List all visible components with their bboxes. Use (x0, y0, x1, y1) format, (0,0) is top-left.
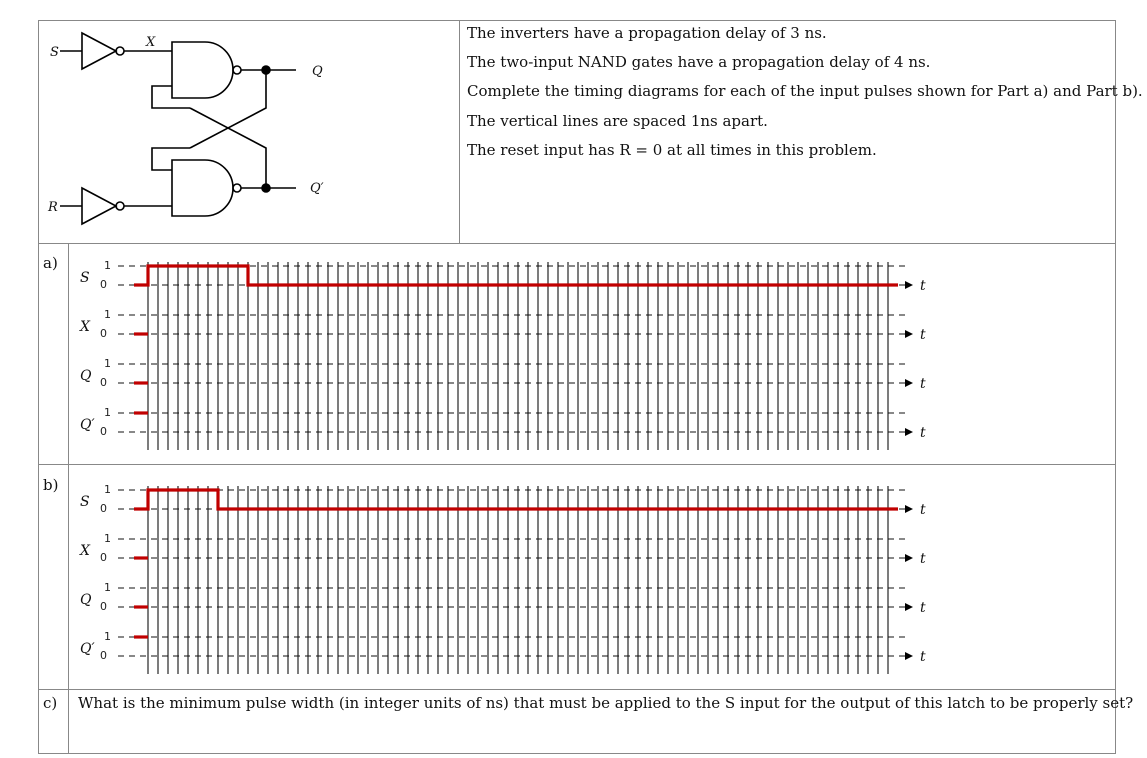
time-arrow-icon (905, 554, 913, 562)
sr-latch-circuit (60, 31, 296, 226)
time-axis-label: t (920, 600, 926, 616)
time-arrow-icon (905, 330, 913, 338)
statement-reset: The reset input has R = 0 at all times i… (467, 141, 877, 159)
signal-name: Q′ (80, 641, 95, 657)
time-arrow-icon (905, 379, 913, 387)
level-0-label: 0 (100, 376, 107, 389)
statement-nand-delay: The two-input NAND gates have a propagat… (467, 53, 930, 71)
signal-row: Q1 0 t (80, 581, 926, 616)
s-pulse-waveform (134, 488, 898, 511)
level-0-label: 0 (100, 551, 107, 564)
signal-name: Q (80, 592, 92, 608)
level-0-label: 0 (100, 600, 107, 613)
table-borders (38, 20, 1116, 754)
time-axis-label: t (920, 425, 926, 441)
statement-inverter-delay: The inverters have a propagation delay o… (467, 24, 827, 42)
level-1-label: 1 (104, 406, 111, 419)
level-0-label: 0 (100, 502, 107, 515)
level-1-label: 1 (104, 630, 111, 643)
statement-line-spacing: The vertical lines are spaced 1ns apart. (467, 112, 768, 130)
signal-row: Q1 0 t (80, 357, 926, 392)
signal-name: X (79, 319, 91, 335)
qbar-feedback-wire (189, 107, 267, 188)
level-1-label: 1 (104, 259, 111, 272)
signal-row: Q′ 1 0 t (80, 406, 926, 441)
bottom-nand-bubble (232, 183, 242, 193)
signal-name: S (80, 270, 90, 286)
qbar-junction-dot (261, 183, 271, 193)
signal-row: Q′ 1 0 t (80, 630, 926, 665)
signal-row: X1 0 t (79, 532, 926, 567)
part-c-question: What is the minimum pulse width (in inte… (78, 694, 1133, 712)
level-0-label: 0 (100, 425, 107, 438)
time-arrow-icon (905, 603, 913, 611)
level-1-label: 1 (104, 308, 111, 321)
time-axis-label: t (920, 502, 926, 518)
signal-row: X1 0 t (79, 308, 926, 343)
time-axis-label: t (920, 551, 926, 567)
label-x: X (145, 35, 156, 50)
time-arrow-icon (905, 652, 913, 660)
signal-row: S 1 0 t (80, 259, 926, 294)
q-feedback-wire (189, 70, 267, 149)
level-0-label: 0 (100, 649, 107, 662)
time-arrow-icon (905, 281, 913, 289)
top-nand-bubble (232, 65, 242, 75)
part-a-label: a) (43, 254, 58, 272)
time-axis-label: t (920, 649, 926, 665)
s-inverter (81, 31, 118, 71)
label-q: Q (312, 64, 323, 79)
top-nand-gate (171, 41, 234, 99)
time-arrow-icon (905, 428, 913, 436)
time-arrow-icon (905, 505, 913, 513)
time-axis-label: t (920, 327, 926, 343)
signal-name: Q (80, 368, 92, 384)
level-1-label: 1 (104, 357, 111, 370)
top-nand-feedback-wire (151, 85, 190, 109)
time-axis-label: t (920, 376, 926, 392)
signal-name: S (80, 494, 90, 510)
signal-name: X (79, 543, 91, 559)
level-1-label: 1 (104, 581, 111, 594)
level-0-label: 0 (100, 278, 107, 291)
bottom-nand-gate (171, 159, 234, 217)
level-1-label: 1 (104, 532, 111, 545)
part-b-label: b) (43, 476, 58, 494)
r-inverter (81, 186, 118, 226)
label-s: S (50, 45, 59, 60)
level-0-label: 0 (100, 327, 107, 340)
time-axis-label: t (920, 278, 926, 294)
s-pulse-waveform (134, 264, 898, 287)
label-qbar: Q′ (310, 181, 324, 196)
problem-statements: The inverters have a propagation delay o… (467, 24, 1143, 159)
circuit-labels: S X R Q Q′ (47, 35, 324, 215)
bottom-nand-feedback-wire (151, 147, 190, 171)
level-1-label: 1 (104, 483, 111, 496)
statement-instructions: Complete the timing diagrams for each of… (467, 82, 1143, 100)
signal-name: Q′ (80, 417, 95, 433)
label-r: R (47, 200, 58, 215)
signal-row: S 1 0 t (80, 483, 926, 518)
part-c-label: c) (43, 694, 57, 712)
